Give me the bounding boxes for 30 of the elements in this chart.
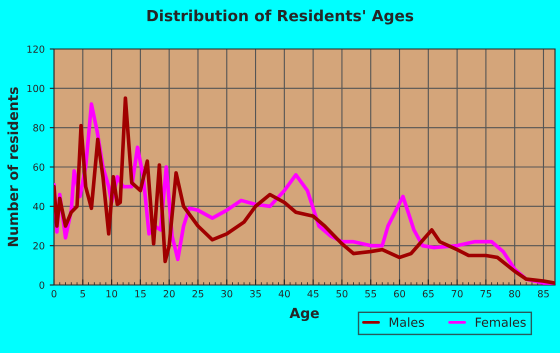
y-tick-label: 80 bbox=[33, 124, 44, 132]
x-tick-label: 5 bbox=[80, 290, 86, 298]
chart-title: Distribution of Residents' Ages bbox=[147, 10, 414, 24]
x-tick-label: 60 bbox=[394, 290, 406, 298]
x-tick-label: 20 bbox=[164, 290, 175, 298]
x-tick-label: 45 bbox=[307, 290, 318, 298]
x-tick-label: 70 bbox=[452, 290, 463, 298]
x-tick-label: 35 bbox=[250, 290, 261, 298]
x-tick-label: 85 bbox=[538, 290, 549, 298]
y-tick-label: 20 bbox=[33, 242, 44, 250]
x-tick-label: 15 bbox=[135, 290, 146, 298]
legend-label: Males bbox=[390, 317, 424, 327]
x-tick-label: 55 bbox=[365, 290, 376, 298]
x-tick-label: 0 bbox=[52, 290, 56, 298]
y-tick-label: 120 bbox=[27, 45, 44, 53]
x-tick-label: 10 bbox=[106, 290, 118, 298]
x-tick-label: 65 bbox=[422, 290, 434, 298]
x-tick-label: 75 bbox=[480, 290, 492, 298]
x-tick-label: 25 bbox=[192, 290, 204, 298]
x-tick-label: 40 bbox=[278, 290, 290, 298]
y-tick-label: 0 bbox=[39, 281, 44, 289]
x-tick-label: 80 bbox=[509, 290, 520, 298]
y-tick-label: 40 bbox=[33, 202, 44, 210]
legend-label: Females bbox=[476, 317, 526, 327]
y-tick-label: 60 bbox=[33, 163, 44, 171]
x-axis-title: Age bbox=[290, 308, 319, 322]
y-tick-label: 100 bbox=[27, 84, 44, 92]
x-tick-label: 30 bbox=[221, 290, 232, 298]
x-tick-label: 50 bbox=[336, 290, 348, 298]
y-axis-title: Number of residents bbox=[7, 87, 18, 246]
